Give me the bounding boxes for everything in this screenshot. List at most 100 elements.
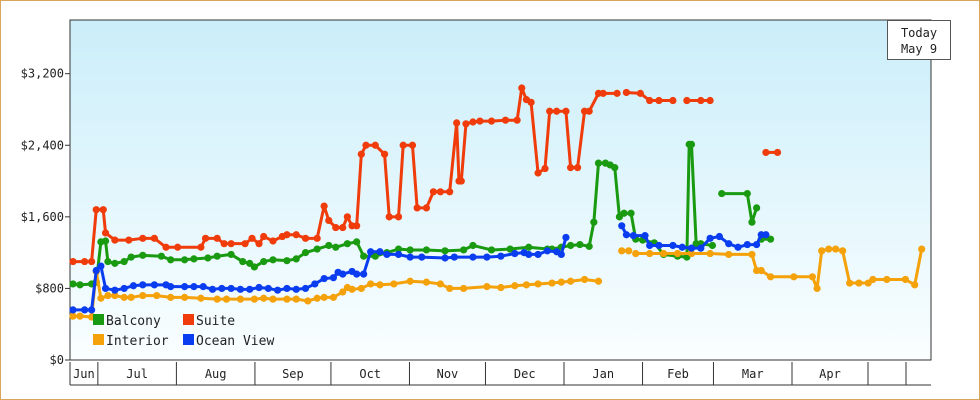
data-point [69,280,77,288]
data-point [441,247,449,255]
data-point [129,282,138,290]
data-point [181,283,189,291]
data-point [566,164,575,172]
data-point [367,248,375,256]
data-point [320,293,328,301]
data-point [773,148,782,157]
data-point [487,117,496,125]
data-point [855,279,863,287]
data-point [292,295,300,303]
data-point [120,293,128,301]
data-point [339,223,347,232]
data-point [557,278,565,286]
data-point [497,283,505,292]
data-point [548,279,556,287]
data-point [527,98,535,106]
data-point [167,293,175,301]
data-point [697,244,705,252]
data-point [743,240,751,249]
data-point [460,246,468,254]
data-point [241,240,249,248]
data-point [620,209,628,217]
series-line [721,192,759,224]
data-point [706,234,714,242]
data-point [655,241,663,250]
data-point [469,241,477,250]
data-point [718,189,726,198]
data-point [125,236,133,244]
data-point [618,222,626,230]
data-point [669,241,677,250]
data-point [790,273,798,281]
data-point [457,177,465,185]
data-point [97,294,105,302]
x-tick-label: Jun [73,367,95,381]
y-axis: $0 $800 $1,600 $2,400 $3,200 [21,67,70,367]
data-point [329,274,338,282]
data-point [501,116,510,124]
data-point [236,285,245,293]
data-point [162,243,170,251]
data-point [669,96,677,105]
data-point [522,281,531,289]
legend-swatch [93,334,104,345]
data-point [111,259,119,267]
series-layer [69,84,926,321]
data-point [453,119,461,127]
data-point [213,252,221,260]
data-point [139,291,147,300]
data-point [353,238,361,246]
data-point [332,243,340,251]
legend-swatch [93,314,104,325]
data-point [734,243,742,251]
data-point [139,251,147,259]
data-point [313,234,321,242]
data-point [69,257,77,266]
data-point [92,206,100,214]
data-point [208,285,217,293]
data-point [553,107,561,115]
data-point [394,245,403,253]
data-point [311,280,319,288]
x-tick-label: Sep [282,367,304,381]
data-point [260,294,268,302]
data-point [357,284,365,293]
data-point [715,232,724,241]
data-point [911,281,919,289]
data-point [383,250,391,259]
data-point [376,248,384,256]
data-point [81,257,89,266]
data-point [525,250,533,259]
data-point [120,284,128,293]
data-point [394,250,403,259]
data-point [150,281,158,289]
data-point [706,96,714,105]
data-point [422,278,431,286]
data-point [901,275,910,284]
data-point [762,148,770,157]
data-point [320,202,328,210]
data-point [255,240,263,248]
data-point [406,277,414,285]
data-point [127,253,135,261]
data-point [213,234,221,242]
data-point [469,118,477,126]
data-point [546,107,554,115]
data-point [111,291,119,300]
data-point [766,273,775,281]
data-point [636,89,644,97]
data-point [390,280,398,288]
data-point [573,164,582,172]
data-point [562,233,570,242]
data-point [269,295,277,303]
data-point [367,280,375,288]
data-point [487,246,496,254]
data-point [167,283,175,291]
data-point [260,232,268,241]
plot-area [69,19,932,361]
data-point [646,96,654,105]
y-tick-label: $2,400 [21,138,64,152]
data-point [462,120,470,128]
data-point [594,159,603,167]
data-point [394,213,403,221]
